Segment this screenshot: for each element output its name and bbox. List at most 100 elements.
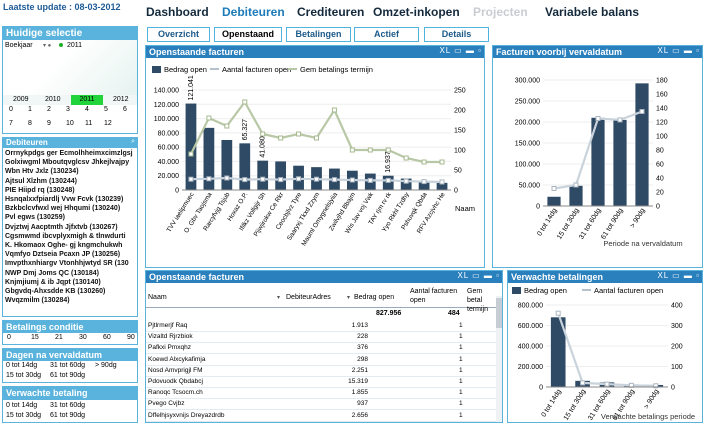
debtor-item[interactable]: Gbgvdq-Ahxsdde KB (130260): [5, 288, 106, 296]
year-2011[interactable]: 2011: [71, 95, 103, 105]
y-tick-label: 800.000: [518, 303, 543, 310]
debtor-item[interactable]: Ajtsul Xlzhm (130244): [5, 177, 77, 185]
table-row[interactable]: Pjtlrmerjf Raq 1.913 1: [146, 321, 496, 332]
payment-term-0[interactable]: 0: [7, 334, 11, 341]
table-scrollbar[interactable]: [496, 296, 502, 422]
days-0-14[interactable]: 0 tot 14dg: [6, 362, 38, 369]
debtor-item[interactable]: Imvpthxnhiargv Vtonhhjwtyd SR (130: [5, 260, 129, 268]
nav-projecten[interactable]: Projecten: [473, 5, 528, 19]
window-controls-icon[interactable]: XL ▭ ▬ ▫: [439, 46, 482, 55]
y2-tick-label: 400: [671, 303, 683, 310]
days-15-30[interactable]: 15 tot 30dg: [6, 372, 42, 379]
month-8[interactable]: 8: [28, 120, 32, 127]
expected-31-60[interactable]: 31 tot 60dg: [50, 402, 86, 409]
table-row[interactable]: Ranoqc Tcsocm.ch 1.855 1: [146, 388, 496, 400]
debtor-item[interactable]: Golxiwgml Mboutqvglcsv Jhkejlvajpy: [5, 159, 130, 167]
debtor-item[interactable]: PIE Hiipd rq (130248): [5, 186, 75, 194]
col-bedrag-open[interactable]: Bedrag open: [354, 294, 395, 301]
tab-openstaand[interactable]: Openstaand: [214, 27, 282, 42]
tab-actief[interactable]: Actief: [354, 27, 419, 42]
y-tick-label: 40.000: [158, 159, 180, 166]
month-10[interactable]: 10: [66, 120, 74, 127]
year-2012[interactable]: 2012: [113, 96, 129, 103]
month-12[interactable]: 12: [104, 120, 112, 127]
col-debiteuradres[interactable]: DebiteurAdres: [286, 294, 331, 301]
payment-term-90[interactable]: 90: [127, 334, 135, 341]
debtor-item[interactable]: Hsnqalxxfpiardlj Vvw Fcvk (130239): [5, 196, 124, 204]
month-9[interactable]: 9: [47, 120, 51, 127]
table-row[interactable]: Vizaltd Rjrzbiok 228 1: [146, 332, 496, 344]
series-point: [439, 159, 445, 165]
debtor-item[interactable]: Bzkbclcvfwxl wej Hhqumi (130240): [5, 205, 121, 213]
month-1[interactable]: 1: [28, 106, 32, 113]
days-90plus[interactable]: > 90dg: [95, 362, 117, 369]
table-row[interactable]: Nosd Amvprigjl FM 2.251 1: [146, 366, 496, 377]
month-7[interactable]: 7: [9, 120, 13, 127]
month-0[interactable]: 0: [9, 106, 13, 113]
nav-omzet-inkopen[interactable]: Omzet-inkopen: [373, 5, 460, 19]
filter-icon[interactable]: ▾: [277, 295, 281, 301]
month-2[interactable]: 2: [47, 106, 51, 113]
month-5[interactable]: 5: [104, 106, 108, 113]
expected-61-90[interactable]: 61 tot 90dg: [50, 412, 86, 419]
x-axis-title: Periode na vervaldatum: [603, 239, 682, 248]
last-update-text: Laatste update : 08-03-2012: [3, 2, 121, 12]
payment-term-60[interactable]: 60: [103, 334, 111, 341]
payment-term-15[interactable]: 15: [31, 334, 39, 341]
expected-15-30[interactable]: 15 tot 30dg: [6, 412, 42, 419]
expected-payments-chart: Bedrag open Aantal facturen open 0 200.000 4…: [512, 286, 695, 422]
col-aantal[interactable]: Aantal facturen open: [410, 288, 458, 304]
y2-tick-label: 50: [454, 168, 462, 175]
expected-0-14[interactable]: 0 tot 14dg: [6, 402, 38, 409]
filter-icon[interactable]: ▾ ●: [43, 43, 52, 49]
window-controls-icon-2[interactable]: XL ▭ ▬ ▫: [657, 46, 700, 55]
debtor-item[interactable]: Knjmjiumj & ib Jqpt (130140): [5, 278, 101, 286]
debtor-item[interactable]: Wvqzmilm (130284): [5, 297, 70, 305]
y2-tick-label: 100: [454, 148, 466, 155]
col-naam[interactable]: Naam: [148, 294, 167, 301]
window-controls-icon-3[interactable]: XL ▭ ▬ ▫: [457, 271, 500, 280]
debtor-item[interactable]: Cgsmwmd ibcvplyxmigh & tlnwdurti: [5, 232, 126, 240]
tab-details[interactable]: Details: [424, 27, 489, 42]
nav-crediteuren[interactable]: Crediteuren: [297, 5, 365, 19]
col-gem-betal[interactable]: Gem betal termijn: [467, 288, 489, 313]
window-controls-icon-4[interactable]: XL ▭ ▬ ▫: [657, 271, 700, 280]
nav-debiteuren[interactable]: Debiteuren: [222, 5, 285, 19]
month-6[interactable]: 6: [123, 106, 127, 113]
debtor-item[interactable]: Wbn Htv Jxlz (130234): [5, 168, 79, 176]
bar: [436, 182, 448, 190]
nav-variabele-balans[interactable]: Variabele balans: [545, 5, 640, 19]
nav-dashboard[interactable]: Dashboard: [146, 5, 209, 19]
table-row[interactable]: Pvego Cvjbz 937 1: [146, 399, 496, 411]
days-61-90[interactable]: 61 tot 90dg: [50, 372, 86, 379]
tab-overzicht[interactable]: Overzicht: [147, 27, 210, 42]
payment-term-21[interactable]: 21: [55, 334, 63, 341]
tab-betalingen[interactable]: Betalingen: [286, 27, 351, 42]
month-grid: 0 1 2 3 4 5 6 7 8 9 10 11 12: [3, 106, 137, 134]
payment-term-30[interactable]: 30: [79, 334, 87, 341]
table-row[interactable]: Dffelhjsyxvnijs Dreyazdrdb 2.656 1: [146, 411, 496, 422]
series-point: [296, 176, 302, 182]
month-4[interactable]: 4: [85, 106, 89, 113]
table-row[interactable]: Pdovuodk Qbdabcj 15.319 1: [146, 377, 496, 388]
sort-icon[interactable]: ▾: [347, 295, 351, 301]
debtor-item[interactable]: NWP Dmj Joms QC (130184): [5, 269, 100, 277]
days-31-60[interactable]: 31 tot 60dg: [50, 362, 86, 369]
year-2010[interactable]: 2010: [45, 96, 61, 103]
debtor-item[interactable]: Vqmfyo Dztseia Pcaxn JP (130256): [5, 251, 121, 259]
y-tick-label: 0: [175, 188, 179, 195]
table-row[interactable]: Pafkxi Pmxqhz 376 1: [146, 343, 496, 355]
month-3[interactable]: 3: [66, 106, 70, 113]
debtor-item[interactable]: Pvl egws (130259): [5, 214, 65, 222]
debtor-item[interactable]: Dvjztwj Aacptmth Jjfxtvb (130267): [5, 223, 118, 231]
search-icon[interactable]: ⌕: [131, 138, 135, 145]
row-count: 1: [459, 355, 463, 363]
row-amount: 1.913: [351, 322, 368, 329]
debtor-item[interactable]: Orrnykpdgs ger Ecmolhheimxcimzlgsj: [5, 150, 133, 157]
debtors-title: Debiteuren: [3, 138, 137, 148]
debtor-item[interactable]: K. Hkomaox Oghe- gj kngmchukwh: [5, 242, 123, 250]
year-2009[interactable]: 2009: [13, 96, 29, 103]
month-11[interactable]: 11: [85, 120, 93, 127]
table-row[interactable]: Koewd Alxcykafimja 298 1: [146, 355, 496, 366]
row-count: 1: [459, 333, 463, 341]
